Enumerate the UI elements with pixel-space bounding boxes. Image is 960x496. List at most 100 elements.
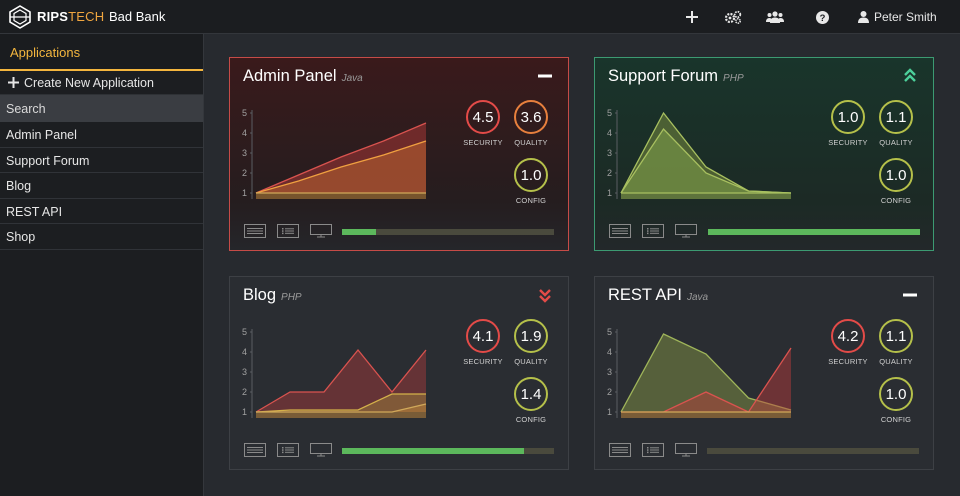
scan-progress-bar [707, 448, 919, 454]
scan-progress-bar [342, 229, 554, 235]
card-title-text: Support Forum [608, 67, 719, 85]
server-view-icon[interactable] [244, 443, 266, 457]
security-score-label: SECURITY [828, 357, 868, 366]
server-view-icon[interactable] [244, 224, 266, 238]
baseline-band [256, 412, 426, 418]
scan-progress-fill [342, 229, 376, 235]
server-view-icon[interactable] [609, 224, 631, 238]
monitor-view-icon[interactable] [310, 224, 332, 238]
ripstech-logo-icon[interactable] [8, 5, 32, 29]
monitor-view-icon[interactable] [675, 443, 697, 457]
app-card-admin-panel[interactable]: Admin Panel Java 1 2 3 4 5 4.5 SECURITY 3.6 QUAL… [229, 57, 569, 251]
monitor-view-icon[interactable] [675, 224, 697, 238]
y-tick-label: 2 [607, 387, 612, 397]
user-icon[interactable] [856, 7, 870, 27]
config-score[interactable]: 1.0 [879, 377, 913, 411]
quality-score-label: QUALITY [514, 357, 548, 366]
metrics-chart: 1 2 3 4 5 [607, 108, 792, 199]
series-area-2 [256, 404, 426, 412]
help-icon[interactable]: ? [814, 7, 830, 27]
card-title[interactable]: Support Forum PHP [608, 67, 744, 86]
scan-progress-bar [342, 448, 554, 454]
y-tick-label: 1 [242, 407, 247, 417]
config-score-label: CONFIG [880, 196, 912, 205]
series-area-0 [621, 113, 791, 193]
sidebar-item-shop[interactable]: Shop [0, 224, 203, 250]
gears-icon[interactable] [722, 7, 744, 27]
create-application-button[interactable]: Create New Application [0, 71, 203, 95]
y-tick-label: 4 [242, 128, 247, 138]
sidebar-item-rest-api[interactable]: REST API [0, 199, 203, 224]
series-line-1 [620, 127, 792, 194]
series-area-0 [256, 350, 426, 412]
app-card-blog[interactable]: Blog PHP 1 2 3 4 5 4.1 SECURITY 1.9 QUALITY 1.4 CO… [229, 276, 569, 470]
card-title-text: Admin Panel [243, 67, 337, 85]
brand-accent: TECH [68, 9, 105, 24]
security-score[interactable]: 4.1 [466, 319, 500, 353]
security-score-label: SECURITY [828, 138, 868, 147]
top-bar: RIPSTECH Bad Bank ? Peter Smith [0, 0, 960, 34]
y-tick-label: 3 [242, 148, 247, 158]
security-score[interactable]: 1.0 [831, 100, 865, 134]
y-tick-label: 1 [607, 407, 612, 417]
card-title[interactable]: REST API Java [608, 286, 708, 305]
svg-text:?: ? [819, 13, 825, 24]
config-score[interactable]: 1.0 [879, 158, 913, 192]
list-view-icon[interactable] [277, 443, 299, 457]
quality-score[interactable]: 1.9 [514, 319, 548, 353]
brand-logo[interactable]: RIPSTECH [37, 9, 104, 24]
monitor-view-icon[interactable] [310, 443, 332, 457]
y-tick-label: 4 [607, 128, 612, 138]
users-icon[interactable] [764, 7, 786, 27]
plus-icon[interactable] [684, 7, 700, 27]
metrics-chart: 1 2 3 4 5 [242, 108, 427, 199]
search-input[interactable] [0, 95, 203, 122]
series-line-1 [255, 140, 427, 194]
minus-icon[interactable] [536, 67, 554, 85]
sidebar: Applications Create New Application Admi… [0, 34, 204, 496]
double-chevron-down-icon[interactable] [536, 286, 554, 304]
series-line-0 [255, 348, 427, 413]
y-tick-label: 5 [607, 108, 612, 118]
security-score[interactable]: 4.5 [466, 100, 500, 134]
list-view-icon[interactable] [642, 443, 664, 457]
sidebar-item-support-forum[interactable]: Support Forum [0, 148, 203, 173]
config-score[interactable]: 1.4 [514, 377, 548, 411]
app-card-support-forum[interactable]: Support Forum PHP 1 2 3 4 5 1.0 SECURITY 1.1 QUA… [594, 57, 934, 251]
plus-icon [8, 77, 19, 88]
y-tick-label: 4 [242, 347, 247, 357]
series-area-0 [621, 334, 791, 412]
security-score[interactable]: 4.2 [831, 319, 865, 353]
server-view-icon[interactable] [609, 443, 631, 457]
y-tick-label: 5 [607, 327, 612, 337]
series-area-1 [621, 348, 791, 412]
quality-score-label: QUALITY [514, 138, 548, 147]
user-name[interactable]: Peter Smith [874, 10, 937, 24]
double-chevron-up-icon[interactable] [901, 67, 919, 85]
minus-icon[interactable] [901, 286, 919, 304]
quality-score-label: QUALITY [879, 357, 913, 366]
y-tick-label: 1 [607, 188, 612, 198]
list-view-icon[interactable] [277, 224, 299, 238]
card-title[interactable]: Blog PHP [243, 286, 302, 305]
app-card-rest-api[interactable]: REST API Java 1 2 3 4 5 4.2 SECURITY 1.1 QUALITY… [594, 276, 934, 470]
list-view-icon[interactable] [642, 224, 664, 238]
y-tick-label: 3 [607, 367, 612, 377]
y-tick-label: 1 [242, 188, 247, 198]
sidebar-item-blog[interactable]: Blog [0, 173, 203, 199]
y-tick-label: 3 [607, 148, 612, 158]
quality-score[interactable]: 1.1 [879, 319, 913, 353]
quality-score[interactable]: 1.1 [879, 100, 913, 134]
y-tick-label: 2 [242, 168, 247, 178]
card-title[interactable]: Admin Panel Java [243, 67, 363, 86]
quality-score[interactable]: 3.6 [514, 100, 548, 134]
card-title-text: REST API [608, 286, 682, 304]
card-language: PHP [281, 292, 302, 303]
y-tick-label: 4 [607, 347, 612, 357]
y-tick-label: 5 [242, 327, 247, 337]
security-score-label: SECURITY [463, 138, 503, 147]
config-score[interactable]: 1.0 [514, 158, 548, 192]
sidebar-heading[interactable]: Applications [0, 34, 203, 71]
app-name[interactable]: Bad Bank [109, 9, 166, 24]
sidebar-item-admin-panel[interactable]: Admin Panel [0, 122, 203, 148]
